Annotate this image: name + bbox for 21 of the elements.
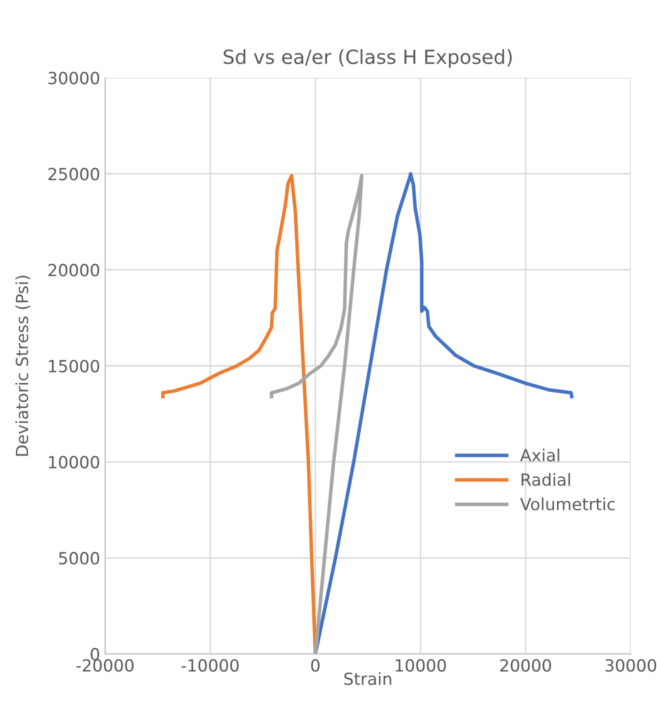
y-tick-label: 5000 (59, 552, 100, 565)
y-axis-title: Deviatoric Stress (Psi) (15, 276, 30, 456)
x-axis-title: Strain (344, 672, 392, 686)
y-tick-label: 30000 (48, 72, 100, 84)
y-tick-label: 20000 (48, 264, 100, 276)
y-tick-label: 10000 (49, 456, 100, 468)
x-tick-label: 10000 (396, 659, 446, 672)
legend-label: Volumetrtic (520, 498, 615, 510)
legend-label: Axial (520, 448, 560, 462)
y-tick-label: 15000 (49, 360, 100, 372)
line-series (161, 174, 318, 654)
x-tick-label: 0 (311, 659, 320, 672)
x-tick-label: 20000 (500, 659, 551, 672)
x-tick-label: -20000 (76, 659, 134, 672)
x-tick-label: -10000 (182, 659, 239, 672)
legend-label: Radial (522, 473, 570, 486)
chart-title: Sd vs ea/er (Class H Exposed) (224, 49, 512, 68)
x-tick-label: 30000 (605, 659, 656, 672)
line-series (270, 174, 364, 654)
y-tick-label: 0 (90, 648, 100, 661)
y-tick-label: 25000 (48, 168, 100, 180)
